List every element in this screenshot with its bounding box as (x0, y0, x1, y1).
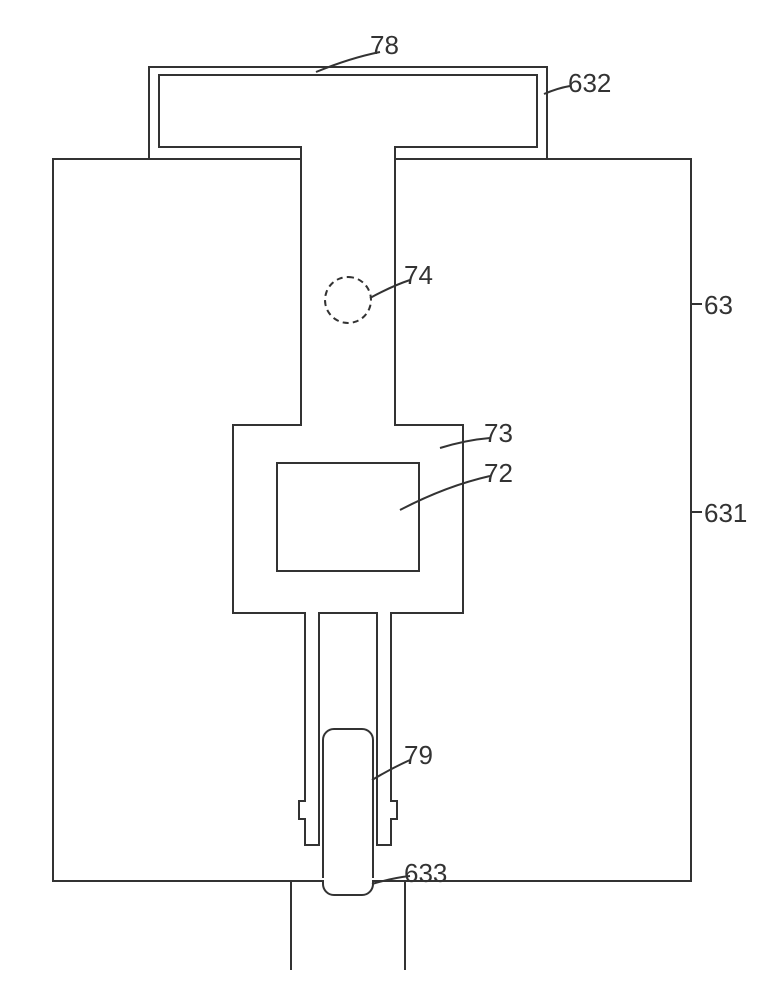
left-arm-top-cover (306, 612, 318, 616)
label-79: 79 (404, 740, 433, 771)
label-78: 78 (370, 30, 399, 61)
axle-right (390, 800, 398, 820)
bottom-section (52, 880, 692, 970)
right-arm-top-cover (378, 612, 390, 616)
label-632: 632 (568, 68, 611, 99)
label-73: 73 (484, 418, 513, 449)
bottom-line-seg-left (290, 880, 324, 882)
t-slot-bottom-cover (302, 158, 394, 162)
box-inner (276, 462, 420, 572)
shaft-box-cover (302, 422, 394, 428)
diagram-container: 78 632 74 63 73 72 631 79 633 (0, 0, 776, 1000)
left-arm (304, 614, 320, 846)
bottom-gap-right (404, 880, 406, 970)
bottom-gap-left (290, 880, 292, 970)
t-shaft-top-cover (302, 144, 394, 150)
label-63: 63 (704, 290, 733, 321)
hidden-hole (324, 276, 372, 324)
bottom-line-seg-right (372, 880, 406, 882)
t-slot-inner (158, 74, 538, 148)
wheel (322, 728, 374, 896)
label-74: 74 (404, 260, 433, 291)
axle-left (298, 800, 306, 820)
label-633: 633 (404, 858, 447, 889)
label-631: 631 (704, 498, 747, 529)
label-72: 72 (484, 458, 513, 489)
